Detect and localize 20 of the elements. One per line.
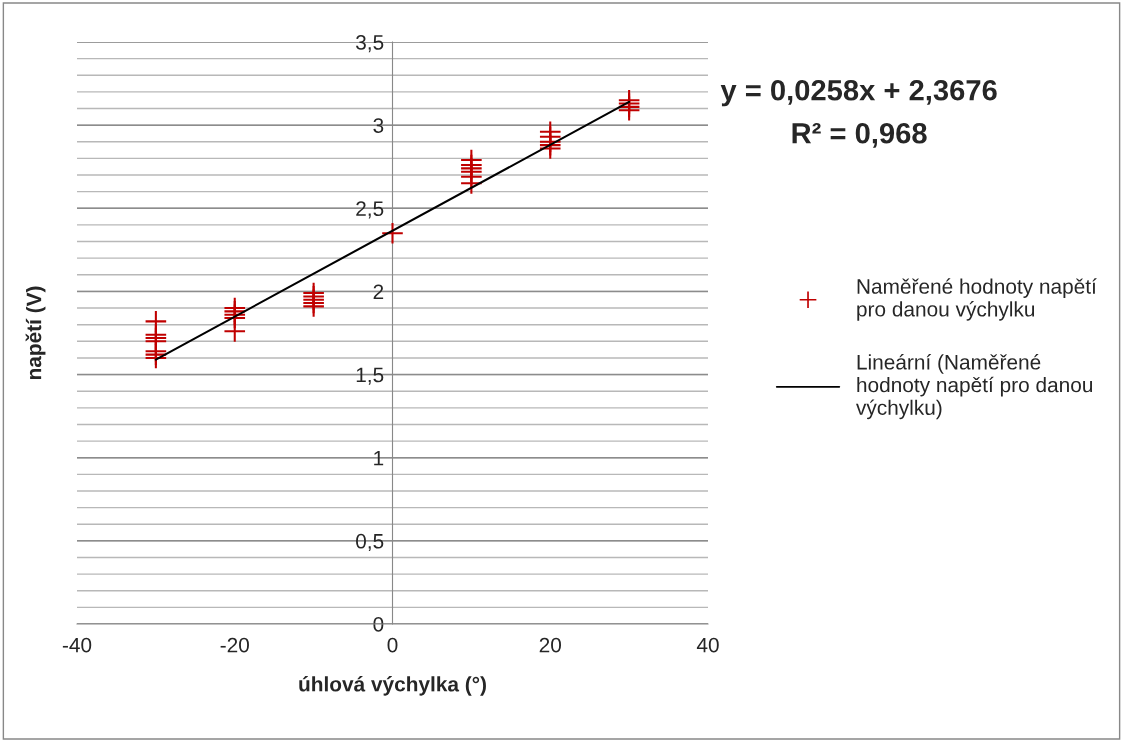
y-tick-label: 2,5 bbox=[356, 201, 384, 219]
x-tick-label: 20 bbox=[539, 637, 562, 653]
text: R² = 0,968 bbox=[792, 122, 927, 148]
legend-label: Lineární (Naměřené hodnoty napětí pro danou výchylku) bbox=[856, 354, 1093, 420]
x-tick-label: 40 bbox=[696, 637, 719, 653]
y-tick-label: 3 bbox=[373, 118, 384, 133]
x-tick-label: 0 bbox=[387, 637, 398, 653]
y-tick-label: 0,5 bbox=[356, 533, 384, 552]
y-tick-label: 2 bbox=[373, 284, 384, 299]
x-tick-label: -20 bbox=[220, 637, 249, 653]
y-axis-title: napětí (V) bbox=[25, 286, 46, 380]
y-tick-label: 3,5 bbox=[356, 35, 384, 53]
x-tick-label: -40 bbox=[62, 637, 92, 653]
text: y = 0,0258x + 2,3676 bbox=[720, 79, 997, 107]
y-tick-label: 0 bbox=[373, 617, 384, 632]
point bbox=[224, 321, 246, 342]
y-tick-label: 1,5 bbox=[356, 367, 384, 385]
legend-label: Naměřené hodnoty napětí pro danou výchylku bbox=[857, 278, 1097, 321]
y-tick-label: 1 bbox=[374, 450, 384, 466]
x-axis-title: úhlová výchylka (°) bbox=[299, 676, 486, 696]
